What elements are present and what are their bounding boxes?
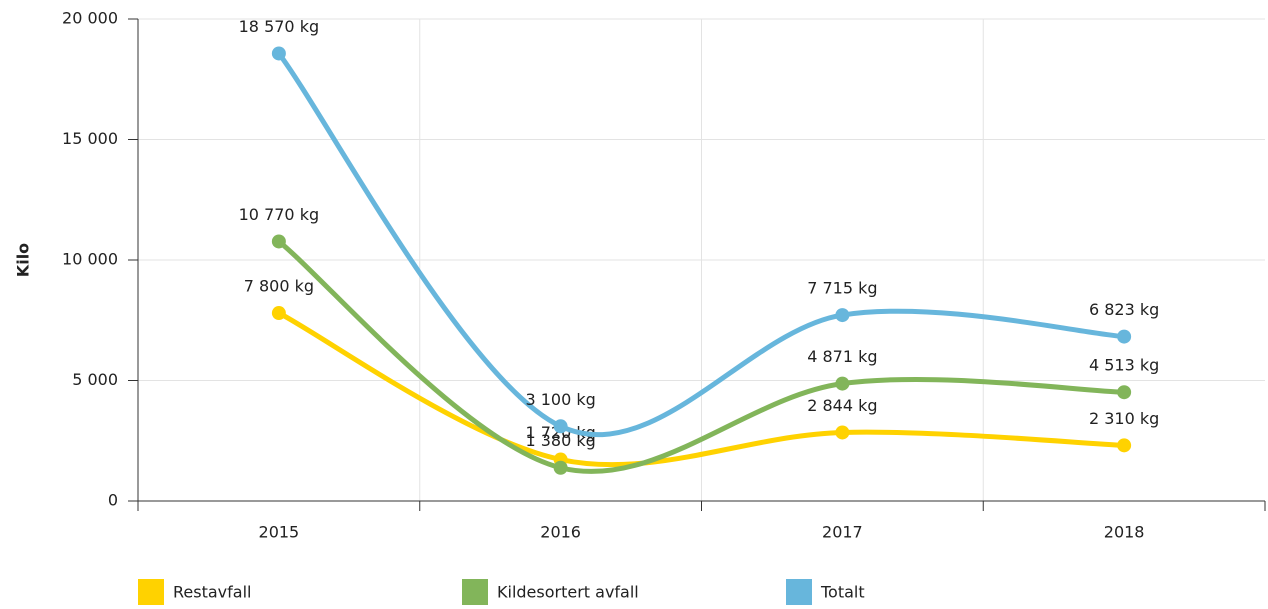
x-tick-label: 2017 (822, 523, 863, 542)
data-label: 4 513 kg (1089, 356, 1159, 375)
series-line (276, 50, 1127, 438)
legend-label: Restavfall (173, 583, 251, 602)
series-line (276, 238, 1127, 475)
data-label: 4 871 kg (807, 347, 877, 366)
y-tick-label: 20 000 (62, 9, 118, 28)
data-point (553, 460, 568, 475)
y-tick-label: 10 000 (62, 250, 118, 269)
series-line (276, 310, 1127, 468)
data-label: 10 770 kg (239, 205, 320, 224)
data-label: 7 715 kg (807, 279, 877, 298)
data-point (271, 46, 286, 61)
data-point (1117, 438, 1132, 453)
y-tick-label: 5 000 (72, 370, 118, 389)
legend-swatch (138, 579, 164, 605)
data-point (271, 306, 286, 321)
y-tick-label: 0 (108, 491, 118, 510)
data-point (1117, 385, 1132, 400)
data-label: 6 823 kg (1089, 300, 1159, 319)
data-point (835, 308, 850, 323)
data-label: 1 380 kg (525, 431, 595, 450)
y-axis-label: Kilo (14, 243, 33, 277)
legend-swatch (462, 579, 488, 605)
legend-label: Totalt (820, 583, 865, 602)
data-label: 2 310 kg (1089, 409, 1159, 428)
legend-swatch (786, 579, 812, 605)
y-tick-label: 15 000 (62, 129, 118, 148)
data-label: 18 570 kg (239, 17, 320, 36)
data-label: 2 844 kg (807, 396, 877, 415)
data-point (553, 419, 568, 434)
legend-label: Kildesortert avfall (497, 583, 639, 602)
data-label: 3 100 kg (525, 390, 595, 409)
x-tick-label: 2018 (1104, 523, 1145, 542)
data-label: 7 800 kg (244, 277, 314, 296)
x-tick-label: 2015 (259, 523, 300, 542)
data-point (1117, 329, 1132, 344)
x-tick-label: 2016 (540, 523, 581, 542)
data-point (271, 234, 286, 249)
data-point (835, 376, 850, 391)
data-point (835, 425, 850, 440)
